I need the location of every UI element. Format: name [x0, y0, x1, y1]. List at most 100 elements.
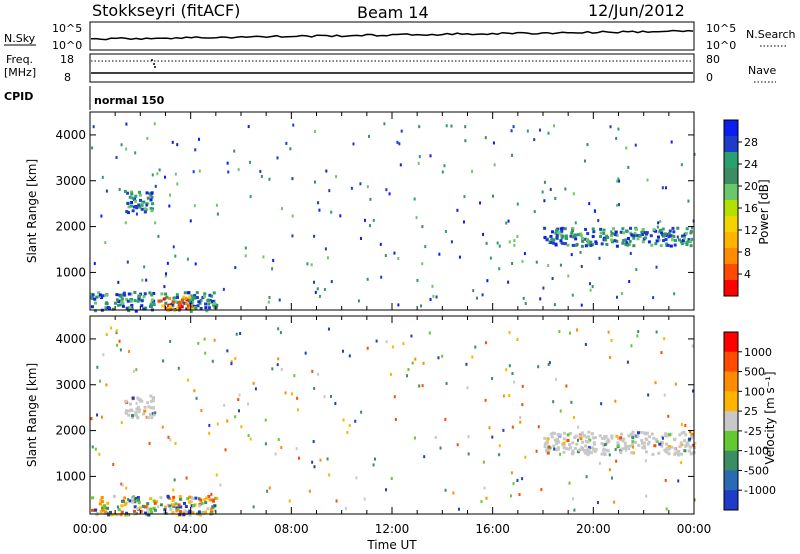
echo-cell: [389, 372, 392, 376]
echo-cell: [580, 303, 583, 307]
echo-cell: [141, 278, 144, 282]
echo-cell: [555, 228, 559, 232]
echo-cell: [673, 437, 677, 441]
echo-cell: [482, 460, 485, 464]
echo-cell: [571, 243, 575, 247]
echo-cell: [289, 147, 292, 151]
echo-cell: [564, 234, 568, 238]
echo-cell: [173, 478, 176, 482]
echo-cell: [152, 506, 156, 510]
echo-cell: [684, 424, 687, 428]
echo-cell: [318, 294, 321, 298]
echo-cell: [188, 495, 192, 499]
echo-cell: [444, 417, 447, 421]
echo-cell: [516, 234, 519, 238]
echo-cell: [655, 439, 659, 443]
y-tick-label: 1000: [55, 265, 86, 279]
echo-cell: [159, 496, 163, 500]
echo-cell: [571, 441, 575, 445]
echo-cell: [131, 416, 135, 420]
echo-cell: [483, 486, 486, 490]
echo-cell: [133, 500, 137, 504]
echo-cell: [563, 227, 567, 231]
echo-cell: [635, 233, 639, 237]
echo-cell: [199, 298, 203, 302]
echo-cell: [555, 437, 559, 441]
echo-cell: [584, 244, 588, 248]
echo-cell: [605, 234, 609, 238]
echo-cell: [568, 481, 571, 485]
echo-cell: [348, 424, 351, 428]
echo-cell: [610, 238, 614, 242]
echo-cell: [547, 448, 551, 452]
echo-cell: [136, 405, 140, 409]
echo-cell: [546, 437, 550, 441]
echo-cell: [677, 453, 681, 457]
echo-cell: [610, 231, 614, 235]
echo-cell: [472, 289, 475, 293]
freq-tick-top: 18: [60, 53, 74, 66]
echo-cell: [586, 453, 590, 457]
echo-cell: [659, 219, 662, 223]
colorbar-segment: [724, 264, 738, 281]
echo-cell: [573, 508, 576, 512]
echo-cell: [313, 129, 316, 133]
echo-cell: [95, 513, 99, 517]
echo-cell: [313, 280, 316, 284]
echo-cell: [276, 156, 279, 160]
echo-cell: [129, 299, 133, 303]
echo-cell: [188, 297, 192, 301]
echo-cell: [665, 447, 669, 451]
echo-cell: [194, 306, 198, 310]
echo-cell: [464, 139, 467, 143]
echo-cell: [684, 444, 688, 448]
echo-cell: [182, 513, 186, 517]
echo-cell: [475, 296, 478, 300]
echo-cell: [136, 416, 140, 420]
echo-cell: [639, 430, 643, 434]
echo-cell: [673, 243, 677, 247]
echo-cell: [691, 237, 694, 241]
echo-cell: [103, 510, 107, 514]
echo-cell: [140, 201, 144, 205]
echo-cell: [576, 438, 579, 442]
freq-label-2: [MHz]: [4, 66, 36, 79]
echo-cell: [211, 505, 215, 509]
echo-cell: [164, 292, 168, 296]
echo-cell: [199, 513, 203, 517]
echo-cell: [369, 197, 372, 201]
echo-cell: [689, 445, 693, 449]
echo-cell: [203, 337, 206, 341]
echo-cell: [209, 507, 213, 511]
echo-cell: [173, 300, 177, 304]
echo-cell: [624, 242, 628, 246]
echo-cell: [484, 136, 487, 140]
echo-cell: [562, 437, 566, 441]
echo-cell: [601, 436, 605, 440]
echo-cell: [140, 203, 144, 207]
echo-cell: [522, 296, 525, 300]
echo-cell: [555, 442, 559, 446]
echo-cell: [326, 256, 329, 260]
cpid-label: CPID: [4, 90, 33, 103]
echo-cell: [592, 442, 596, 446]
echo-cell: [385, 340, 388, 344]
echo-cell: [481, 293, 484, 297]
echo-cell: [600, 452, 604, 456]
echo-cell: [464, 125, 467, 129]
echo-cell: [415, 216, 418, 220]
echo-cell: [366, 185, 369, 189]
echo-cell: [435, 295, 438, 299]
echo-cell: [584, 159, 587, 163]
echo-cell: [667, 452, 671, 456]
echo-cell: [614, 230, 618, 234]
echo-cell: [118, 187, 121, 191]
echo-cell: [177, 503, 181, 507]
echo-cell: [482, 232, 485, 236]
echo-cell: [268, 486, 271, 490]
echo-cell: [143, 505, 147, 509]
echo-cell: [193, 294, 197, 298]
echo-cell: [654, 229, 658, 233]
echo-cell: [127, 498, 130, 502]
echo-cell: [149, 406, 153, 410]
